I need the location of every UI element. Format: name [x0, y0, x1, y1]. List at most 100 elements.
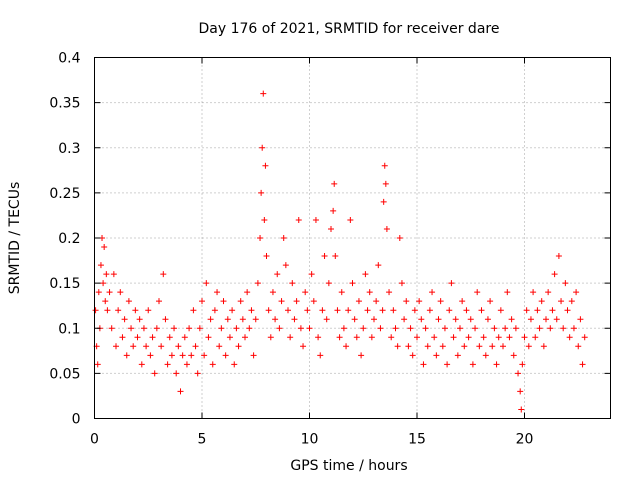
data-point	[386, 289, 393, 296]
data-point	[515, 370, 522, 377]
data-point	[368, 334, 375, 341]
data-point	[409, 352, 416, 359]
data-point	[125, 298, 132, 305]
data-point	[433, 352, 440, 359]
data-point	[263, 253, 270, 260]
data-point	[196, 325, 203, 332]
data-point	[575, 343, 582, 350]
data-point	[390, 307, 397, 314]
data-point	[323, 316, 330, 323]
data-point	[530, 289, 537, 296]
data-point	[162, 316, 169, 323]
data-point	[248, 307, 255, 314]
data-point	[457, 325, 463, 332]
data-point	[233, 325, 240, 332]
data-point	[97, 262, 104, 269]
data-point	[330, 207, 337, 214]
data-point	[547, 325, 554, 332]
data-point	[538, 298, 545, 305]
data-point	[166, 334, 173, 341]
data-point	[257, 235, 264, 241]
data-point	[128, 325, 135, 332]
x-tick-label: 0	[90, 432, 99, 448]
data-point	[555, 253, 562, 260]
data-point	[446, 307, 453, 314]
data-point	[226, 334, 233, 341]
data-point	[450, 334, 457, 341]
data-point	[439, 343, 446, 350]
y-tick-label: 0.4	[58, 51, 80, 67]
data-point	[414, 334, 420, 341]
data-point	[310, 298, 317, 305]
y-tick-label: 0.3	[58, 141, 80, 157]
data-point	[459, 298, 466, 305]
data-point	[454, 352, 461, 359]
data-point	[416, 298, 423, 305]
data-point	[532, 334, 539, 341]
data-point	[242, 334, 248, 341]
data-point	[312, 216, 319, 223]
data-point	[194, 370, 201, 377]
x-axis-title: GPS time / hours	[290, 458, 407, 474]
data-point	[500, 343, 506, 350]
data-point	[295, 216, 302, 223]
chart-title: Day 176 of 2021, SRMTID for receiver dar…	[199, 21, 500, 37]
data-point	[383, 225, 390, 232]
data-point	[246, 325, 253, 332]
data-point	[360, 325, 367, 332]
data-point	[448, 280, 455, 287]
data-point	[235, 343, 242, 350]
data-point	[103, 271, 110, 278]
data-point	[272, 316, 279, 323]
data-point	[282, 262, 289, 269]
data-point	[536, 325, 543, 332]
data-point	[190, 307, 197, 314]
data-point	[564, 307, 571, 314]
data-point	[463, 307, 470, 314]
data-point	[380, 198, 387, 205]
data-point	[411, 307, 418, 314]
data-point	[476, 343, 483, 350]
data-point	[519, 361, 526, 368]
data-point	[222, 352, 229, 359]
data-point	[100, 280, 107, 287]
data-point	[392, 325, 399, 332]
data-point	[224, 316, 231, 323]
data-point	[317, 352, 324, 359]
x-tick-label: 15	[408, 432, 426, 448]
data-point	[568, 298, 575, 305]
data-point	[401, 316, 408, 323]
data-point	[508, 316, 515, 323]
data-point	[261, 216, 268, 223]
y-tick-label: 0.15	[49, 276, 80, 292]
data-point	[267, 334, 274, 341]
data-point	[420, 361, 427, 368]
data-point	[487, 298, 494, 305]
data-point	[175, 343, 182, 350]
data-point	[214, 289, 221, 296]
data-point	[216, 343, 223, 350]
data-point	[377, 325, 384, 332]
data-point	[244, 289, 251, 296]
y-tick-label: 0.05	[49, 366, 80, 382]
data-point	[527, 316, 534, 323]
data-point	[437, 298, 444, 305]
data-point	[254, 280, 261, 287]
data-point	[570, 325, 577, 332]
data-point	[435, 316, 442, 323]
x-tick-labels: 0 5 10 15 20	[90, 432, 533, 448]
data-point	[123, 352, 130, 359]
data-point	[506, 334, 513, 341]
data-point	[289, 280, 296, 287]
data-point	[121, 316, 128, 323]
data-point	[382, 180, 389, 187]
data-point	[351, 316, 358, 323]
data-point	[441, 325, 448, 332]
data-point	[140, 325, 147, 332]
data-point	[145, 307, 152, 314]
data-point	[132, 307, 139, 314]
data-point	[452, 316, 459, 323]
data-point	[332, 253, 339, 260]
data-point	[183, 361, 190, 368]
